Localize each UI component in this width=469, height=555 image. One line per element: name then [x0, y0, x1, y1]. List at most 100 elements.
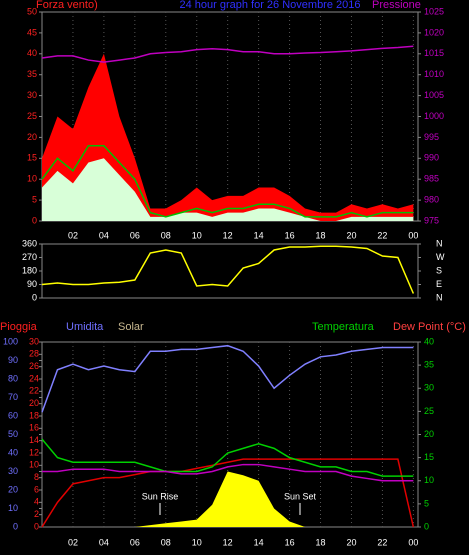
- y3-tick-label: 24: [29, 373, 39, 383]
- x-tick-label: 16: [285, 537, 295, 547]
- y2-tick-label: 990: [424, 153, 439, 163]
- x-tick-label: 00: [408, 537, 418, 547]
- area: [42, 158, 414, 221]
- y2-axis-label: Pressione: [372, 0, 421, 11]
- y3-tick-label: 26: [29, 361, 39, 371]
- y-tick-label: 5: [32, 194, 37, 204]
- legend-entry: Temperatura: [312, 321, 375, 333]
- y2-tick-label: 30: [424, 383, 434, 393]
- y3-tick-label: 6: [34, 484, 39, 494]
- y3-tick-label: 16: [29, 423, 39, 433]
- y2-tick-label: 20: [424, 429, 434, 439]
- y-tick-label: 35: [27, 69, 37, 79]
- line: [41, 438, 414, 477]
- x-tick-label: 22: [377, 230, 387, 240]
- y-tick-label: 40: [27, 48, 37, 58]
- x-tick-label: 16: [285, 230, 295, 240]
- y3-tick-label: 2: [34, 509, 39, 519]
- y2-tick-label: E: [436, 279, 442, 289]
- line: [41, 145, 414, 218]
- x-tick-label: 18: [316, 537, 326, 547]
- annotation: Sun Rise: [142, 491, 179, 501]
- x-tick-label: 14: [254, 230, 264, 240]
- y2-tick-label: 995: [424, 132, 439, 142]
- x-tick-label: 08: [161, 230, 171, 240]
- y-tick-label: 30: [8, 466, 18, 476]
- y3-tick-label: 10: [29, 460, 39, 470]
- y2-tick-label: S: [436, 265, 442, 275]
- y-tick-label: 30: [27, 90, 37, 100]
- legend-entry: Solar: [118, 321, 144, 333]
- line: [41, 245, 415, 294]
- y-tick-label: 10: [8, 503, 18, 513]
- y2-tick-label: 0: [424, 521, 429, 531]
- y-axis-label: Forza vento): [36, 0, 98, 11]
- line: [41, 45, 414, 63]
- y-tick-label: 360: [22, 238, 37, 248]
- y-tick-label: 80: [8, 373, 18, 383]
- x-tick-label: 00: [408, 230, 418, 240]
- y-tick-label: 180: [22, 265, 37, 275]
- y-tick-label: 0: [32, 292, 37, 302]
- x-tick-label: 08: [161, 537, 171, 547]
- y2-tick-label: 985: [424, 174, 439, 184]
- y3-tick-label: 14: [29, 435, 39, 445]
- y3-tick-label: 0: [34, 521, 39, 531]
- y2-tick-label: 980: [424, 194, 439, 204]
- legend-entry: Pioggia: [0, 321, 38, 333]
- y2-tick-label: 15: [424, 452, 434, 462]
- y2-tick-label: 1010: [424, 69, 444, 79]
- x-tick-label: 22: [377, 537, 387, 547]
- y-tick-label: 10: [27, 174, 37, 184]
- y-tick-label: 25: [27, 111, 37, 121]
- y3-tick-label: 20: [29, 398, 39, 408]
- y2-tick-label: N: [436, 238, 443, 248]
- line: [42, 463, 414, 482]
- y-tick-label: 50: [27, 6, 37, 16]
- y-tick-label: 90: [27, 279, 37, 289]
- y-tick-label: 100: [3, 336, 18, 346]
- y2-tick-label: 1000: [424, 111, 444, 121]
- y-tick-label: 50: [8, 429, 18, 439]
- x-tick-label: 12: [223, 537, 233, 547]
- annotation: Sun Set: [284, 491, 317, 501]
- x-tick-label: 20: [346, 230, 356, 240]
- y-tick-label: 40: [8, 447, 18, 457]
- y-tick-label: 20: [8, 484, 18, 494]
- y3-tick-label: 4: [34, 497, 39, 507]
- y-tick-label: 70: [8, 392, 18, 402]
- y-tick-label: 45: [27, 27, 37, 37]
- y3-tick-label: 8: [34, 472, 39, 482]
- y2-tick-label: N: [436, 292, 443, 302]
- y3-tick-label: 22: [29, 386, 39, 396]
- legend-entry: Dew Point (°C): [393, 321, 466, 333]
- y-tick-label: 20: [27, 132, 37, 142]
- y-tick-label: 15: [27, 153, 37, 163]
- x-tick-label: 04: [99, 537, 109, 547]
- y-tick-label: 270: [22, 252, 37, 262]
- x-tick-label: 20: [346, 537, 356, 547]
- y2-tick-label: 975: [424, 215, 439, 225]
- y3-tick-label: 30: [29, 336, 39, 346]
- y2-tick-label: 1015: [424, 48, 444, 58]
- y2-tick-label: 1025: [424, 6, 444, 16]
- y-tick-label: 0: [32, 215, 37, 225]
- y-tick-label: 60: [8, 410, 18, 420]
- x-tick-label: 04: [99, 230, 109, 240]
- x-tick-label: 06: [130, 230, 140, 240]
- line: [41, 458, 415, 528]
- x-tick-label: 14: [254, 537, 264, 547]
- y2-tick-label: 5: [424, 498, 429, 508]
- line: [41, 344, 414, 413]
- y2-tick-label: W: [436, 252, 445, 262]
- y3-tick-label: 28: [29, 349, 39, 359]
- y-tick-label: 90: [8, 355, 18, 365]
- x-tick-label: 18: [316, 230, 326, 240]
- x-tick-label: 10: [192, 230, 202, 240]
- y-tick-label: 0: [13, 521, 18, 531]
- chart-title: 24 hour graph for 26 Novembre 2016: [179, 0, 360, 11]
- y3-tick-label: 18: [29, 410, 39, 420]
- x-tick-label: 10: [192, 537, 202, 547]
- x-tick-label: 02: [68, 230, 78, 240]
